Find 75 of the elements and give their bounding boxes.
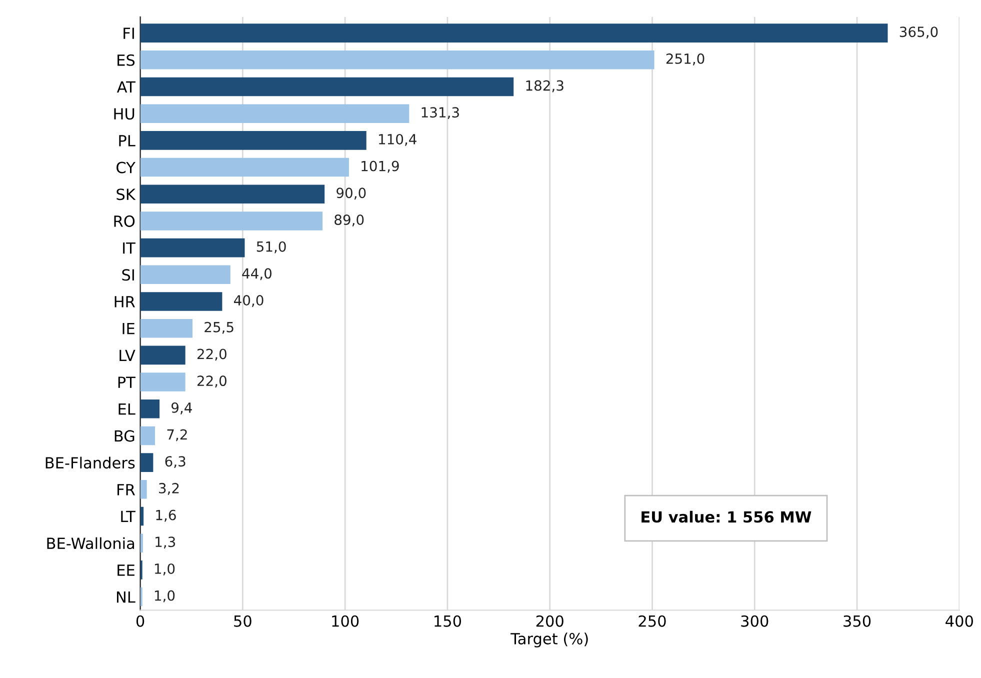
bar bbox=[140, 131, 366, 150]
bar bbox=[140, 318, 193, 338]
x-tick-label: 300 bbox=[741, 615, 768, 627]
y-tick-label: BE-Wallonia bbox=[47, 537, 134, 550]
data-label: 44,0 bbox=[242, 268, 272, 280]
data-label: 40,0 bbox=[234, 295, 264, 307]
data-label: 6,3 bbox=[165, 456, 186, 468]
bar bbox=[140, 372, 186, 392]
data-label: 22,0 bbox=[197, 376, 226, 388]
x-tick-label: 100 bbox=[332, 615, 359, 627]
y-tick-label: PT bbox=[118, 376, 136, 388]
bar bbox=[140, 506, 144, 526]
y-tick-label: FI bbox=[124, 28, 134, 39]
y-tick-label: BE-Flanders bbox=[46, 456, 135, 469]
x-tick-label: 200 bbox=[536, 615, 564, 627]
bar bbox=[140, 292, 222, 311]
data-label: 365,0 bbox=[900, 26, 938, 39]
data-label: 1,0 bbox=[154, 590, 175, 602]
x-tick-label: 350 bbox=[844, 615, 871, 627]
y-tick-label: SI bbox=[122, 269, 134, 281]
bar bbox=[140, 426, 156, 446]
y-tick-label: IE bbox=[122, 323, 134, 334]
data-label: 1,6 bbox=[156, 510, 176, 522]
annotation: EU value: 1 556 MW bbox=[642, 510, 812, 523]
bar bbox=[140, 399, 160, 418]
x-tick-label: 150 bbox=[434, 615, 462, 627]
data-label: 25,5 bbox=[204, 322, 234, 334]
data-label: 182,3 bbox=[526, 80, 564, 92]
bar bbox=[140, 534, 143, 552]
y-tick-label: IT bbox=[123, 242, 136, 254]
y-tick-label: CY bbox=[116, 162, 136, 174]
bar bbox=[140, 24, 888, 42]
bar bbox=[140, 238, 245, 258]
x-tick-label: 400 bbox=[946, 615, 973, 627]
y-tick-label: LV bbox=[120, 350, 136, 361]
x-axis-title: Target (%) bbox=[510, 632, 588, 648]
y-tick-label: PL bbox=[119, 135, 136, 146]
data-label: 131,3 bbox=[422, 107, 459, 120]
bar bbox=[140, 453, 154, 472]
data-label: 89,0 bbox=[334, 214, 364, 226]
y-tick-label: ES bbox=[118, 54, 135, 66]
bar bbox=[140, 104, 410, 123]
y-tick-label: NL bbox=[116, 591, 136, 603]
bar bbox=[140, 346, 186, 365]
x-tick-label: 0 bbox=[136, 615, 144, 627]
y-tick-label: LT bbox=[121, 510, 136, 522]
y-tick-label: EL bbox=[118, 404, 136, 415]
y-tick-label: FR bbox=[118, 484, 135, 496]
y-tick-label: HU bbox=[114, 108, 134, 120]
y-tick-label: SK bbox=[116, 188, 136, 200]
data-label: 1,3 bbox=[156, 536, 176, 549]
y-tick-label: EE bbox=[118, 564, 134, 576]
bar bbox=[140, 77, 514, 96]
y-tick-label: BG bbox=[114, 430, 134, 442]
data-label: 51,0 bbox=[256, 241, 286, 254]
data-label: 101,9 bbox=[362, 160, 399, 173]
bar bbox=[140, 265, 230, 284]
data-label: 3,2 bbox=[159, 482, 179, 495]
y-tick-label: RO bbox=[114, 215, 135, 227]
data-label: 1,0 bbox=[154, 563, 175, 576]
bar bbox=[140, 158, 349, 177]
data-label: 110,4 bbox=[379, 134, 416, 146]
data-label: 22,0 bbox=[197, 348, 226, 361]
bar bbox=[140, 212, 323, 230]
y-tick-label: HR bbox=[114, 296, 135, 308]
y-tick-label: AT bbox=[116, 81, 136, 93]
x-tick-label: 50 bbox=[234, 615, 252, 627]
data-label: 7,2 bbox=[167, 429, 187, 442]
bar bbox=[140, 50, 654, 70]
x-tick-label: 250 bbox=[638, 615, 666, 627]
bar bbox=[140, 480, 147, 499]
data-label: 251,0 bbox=[666, 53, 704, 66]
data-label: 90,0 bbox=[336, 188, 366, 200]
data-label: 9,4 bbox=[172, 402, 192, 414]
bar bbox=[140, 184, 325, 204]
